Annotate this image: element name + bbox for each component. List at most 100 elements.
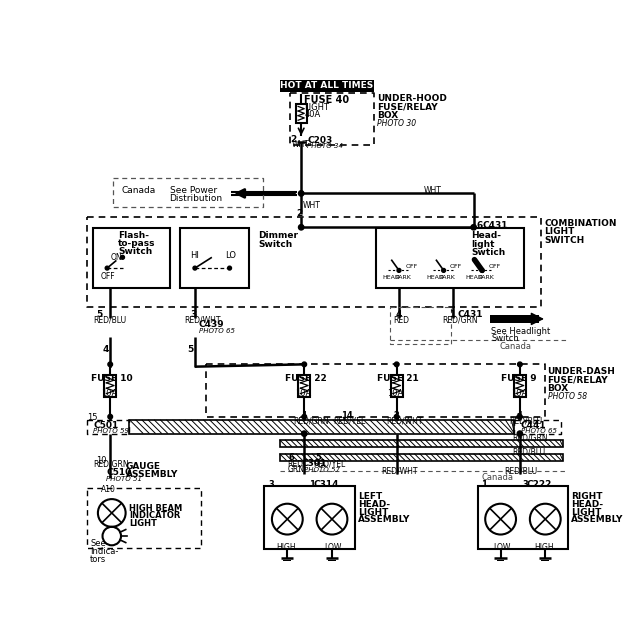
Text: 4: 4 — [517, 411, 523, 420]
Circle shape — [397, 268, 401, 272]
Text: ON: ON — [111, 253, 123, 261]
Text: SWITCH: SWITCH — [544, 236, 585, 245]
Text: 2: 2 — [394, 411, 399, 420]
Text: 6: 6 — [289, 453, 295, 462]
Text: C222: C222 — [527, 480, 552, 489]
Bar — [376, 228, 524, 288]
Text: 4: 4 — [102, 345, 109, 354]
Circle shape — [302, 431, 307, 437]
Text: 6: 6 — [477, 221, 483, 230]
Text: HEAD-: HEAD- — [572, 500, 604, 509]
Text: C301: C301 — [301, 459, 326, 468]
Text: ASSEMBLY: ASSEMBLY — [126, 470, 178, 479]
Text: OFF: OFF — [101, 272, 116, 281]
Text: BOX: BOX — [547, 384, 569, 392]
Text: PARK: PARK — [478, 275, 494, 280]
Circle shape — [394, 362, 399, 367]
Text: Canada: Canada — [481, 473, 513, 482]
Text: Switch: Switch — [258, 239, 292, 249]
Circle shape — [394, 415, 399, 419]
Text: HEAD: HEAD — [427, 275, 444, 280]
Text: RED/WHT: RED/WHT — [386, 416, 422, 426]
Bar — [93, 228, 170, 288]
Text: LOW: LOW — [493, 543, 511, 552]
Circle shape — [480, 268, 484, 272]
Text: PARK: PARK — [440, 275, 456, 280]
Text: LO: LO — [225, 251, 236, 260]
Text: See: See — [90, 539, 106, 548]
Text: C510: C510 — [107, 468, 131, 478]
Text: LOW: LOW — [324, 543, 342, 552]
Text: HIGH BEAM: HIGH BEAM — [130, 504, 183, 513]
Bar — [180, 228, 249, 288]
Text: 10A: 10A — [295, 389, 311, 398]
Bar — [279, 454, 563, 461]
Circle shape — [517, 431, 523, 437]
Text: 5: 5 — [315, 453, 321, 462]
Text: LIGHT: LIGHT — [130, 519, 157, 528]
Text: C431: C431 — [483, 221, 509, 230]
Text: RED/WHT: RED/WHT — [184, 316, 220, 325]
Text: 10A: 10A — [101, 389, 117, 398]
Text: C203: C203 — [307, 135, 333, 145]
Circle shape — [227, 266, 232, 270]
Text: FUSE 22: FUSE 22 — [285, 374, 327, 382]
Text: 2: 2 — [290, 135, 297, 144]
Text: RED/BLU: RED/BLU — [509, 416, 542, 426]
Text: WHT: WHT — [303, 201, 321, 210]
Text: ASSEMBLY: ASSEMBLY — [358, 515, 411, 524]
Text: light: light — [471, 239, 495, 249]
Text: RED/GRN: RED/GRN — [442, 316, 478, 325]
Text: 2: 2 — [296, 209, 302, 218]
Text: RED/BLU: RED/BLU — [512, 447, 545, 457]
Text: Canada: Canada — [121, 186, 155, 195]
Text: OFF: OFF — [405, 264, 417, 269]
Text: C439: C439 — [199, 321, 224, 329]
Bar — [478, 486, 568, 549]
Text: Switch: Switch — [118, 246, 152, 256]
Text: Flash-: Flash- — [118, 231, 149, 240]
Text: PHOTO 51: PHOTO 51 — [107, 476, 142, 482]
Text: to-pass: to-pass — [118, 239, 156, 248]
Text: LIGHT: LIGHT — [358, 508, 389, 517]
Circle shape — [302, 415, 307, 419]
Text: HI: HI — [190, 251, 199, 260]
Text: HEAD: HEAD — [465, 275, 483, 280]
Text: UNDER-HOOD: UNDER-HOOD — [377, 94, 446, 103]
Bar — [264, 486, 355, 549]
Circle shape — [518, 362, 522, 367]
Text: RED: RED — [393, 316, 409, 325]
Bar — [490, 315, 539, 323]
Text: GRN: GRN — [287, 465, 304, 474]
Text: PHOTO 34: PHOTO 34 — [307, 142, 344, 149]
Text: tors: tors — [90, 554, 107, 564]
Text: PHOTO 30: PHOTO 30 — [377, 120, 416, 129]
Text: 15: 15 — [87, 413, 98, 422]
Text: LIGHT: LIGHT — [304, 103, 330, 112]
Circle shape — [302, 362, 307, 367]
Text: ASSEMBLY: ASSEMBLY — [572, 515, 624, 524]
Bar — [279, 80, 373, 92]
Text: HEAD-: HEAD- — [358, 500, 391, 509]
Text: RED/WHT: RED/WHT — [381, 467, 418, 476]
Text: LEFT: LEFT — [358, 492, 382, 501]
Text: PHOTO 65: PHOTO 65 — [521, 428, 557, 434]
Text: RED/: RED/ — [287, 459, 306, 468]
Text: PHOTO 59: PHOTO 59 — [93, 428, 130, 434]
Text: 1: 1 — [449, 310, 455, 319]
Text: FUSE 21: FUSE 21 — [377, 374, 419, 382]
Text: See Power: See Power — [170, 186, 217, 195]
Text: FUSE 10: FUSE 10 — [91, 374, 133, 382]
Text: WHT: WHT — [292, 140, 310, 149]
Text: OFF: OFF — [450, 264, 462, 269]
Text: 40A: 40A — [304, 110, 321, 119]
Text: INDICATOR: INDICATOR — [130, 512, 181, 520]
Text: HIGH: HIGH — [535, 543, 554, 552]
Text: 10A: 10A — [387, 389, 404, 398]
Text: RED/GRN: RED/GRN — [512, 433, 548, 443]
Text: HOT AT ALL TIMES: HOT AT ALL TIMES — [280, 81, 373, 91]
Text: Head-: Head- — [471, 231, 502, 240]
Text: Swtich: Swtich — [471, 248, 505, 257]
Text: 1: 1 — [481, 480, 487, 489]
Bar — [279, 440, 563, 447]
